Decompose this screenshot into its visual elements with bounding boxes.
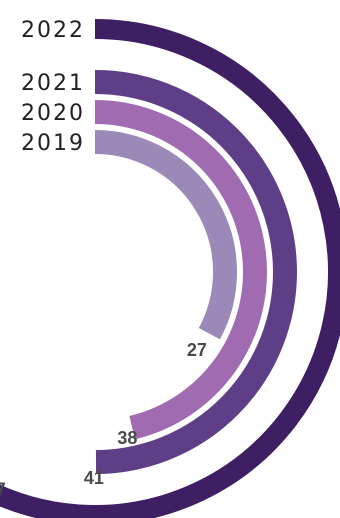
- value-label-2022: 47: [0, 480, 6, 500]
- arc-2020: [94, 100, 267, 440]
- year-label-2022: 2022: [21, 18, 85, 43]
- value-label-group: 27 38 41 47: [0, 340, 207, 500]
- year-label-2020: 2020: [21, 101, 85, 126]
- value-label-2021: 41: [84, 468, 104, 488]
- arc-group: [0, 19, 340, 518]
- value-label-2019: 27: [187, 340, 207, 360]
- arc-2021: [94, 70, 297, 474]
- arc-2019: [94, 130, 237, 340]
- value-label-2020: 38: [117, 428, 137, 448]
- year-label-2021: 2021: [21, 71, 85, 96]
- year-label-group: 2019 2020 2021 2022: [21, 18, 85, 156]
- year-label-2019: 2019: [21, 131, 85, 156]
- arc-2022: [0, 19, 340, 518]
